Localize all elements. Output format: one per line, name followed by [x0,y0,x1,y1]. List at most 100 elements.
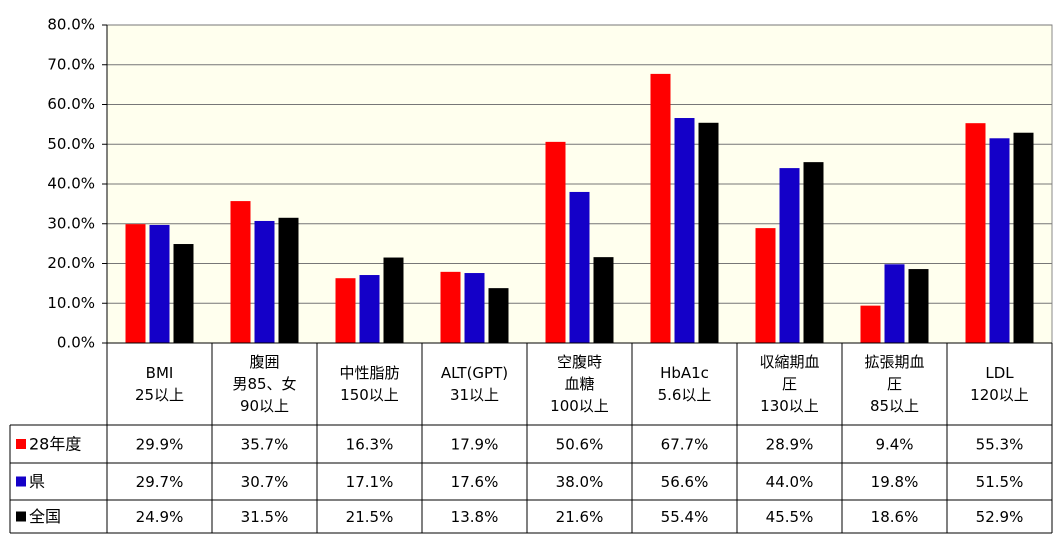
bar [230,201,251,343]
y-tick-label: 70.0% [47,55,95,73]
bar [278,217,299,343]
table-value: 50.6% [556,436,604,454]
table-value: 30.7% [241,473,289,491]
label-line: 血糖 [564,375,594,393]
bar [545,141,566,343]
label-line: 中性脂肪 [339,364,399,382]
label-line: 150以上 [340,386,399,404]
label-line: 腹囲 [249,353,279,371]
legend-swatch [16,439,26,449]
bar [335,278,356,343]
table-value: 17.9% [451,436,499,454]
y-tick-label: 40.0% [47,175,95,193]
label-line: 100以上 [550,397,609,415]
table-value: 28.9% [766,436,814,454]
x-tick-label: 拡張期血圧 85以上 [864,353,924,415]
legend-label: 28年度 [29,435,81,454]
x-tick-label: 空腹時血糖 100以上 [550,353,609,415]
table-value: 55.4% [661,508,709,526]
table-value: 29.9% [136,436,184,454]
label-line: 85以上 [870,397,919,415]
label-line: 90以上 [240,397,289,415]
table-value: 18.6% [871,508,919,526]
label-line: HbA1c [660,364,709,382]
x-tick-label: HbA1c 5.6以上 [658,364,712,404]
table-value: 21.6% [556,508,604,526]
x-tick-label: ALT(GPT) 31以上 [441,364,508,404]
bar [674,118,695,343]
label-line: LDL [985,364,1014,382]
label-line: 圧 [887,375,902,393]
table-value: 13.8% [451,508,499,526]
bar [488,288,509,343]
label-line: 5.6以上 [658,386,712,404]
bar [965,123,986,344]
bar [149,224,170,343]
bar [254,220,275,343]
bar [884,264,905,343]
bar [803,162,824,343]
label-line: 25以上 [135,386,184,404]
bar [125,224,146,343]
bar [569,191,590,343]
bar [908,269,929,343]
bar [593,257,614,343]
table-value: 21.5% [346,508,394,526]
label-line: 圧 [782,375,797,393]
label-line: 収縮期血 [759,353,819,371]
bar [359,275,380,343]
legend-swatch [16,511,26,522]
label-line: BMI [146,364,174,382]
y-tick-label: 80.0% [47,16,95,34]
label-line: 120以上 [970,386,1029,404]
bar [779,168,800,343]
table-value: 38.0% [556,473,604,491]
table-value: 67.7% [661,436,709,454]
table-value: 31.5% [241,508,289,526]
label-line: 空腹時 [557,353,602,371]
bar [989,138,1010,343]
table-value: 17.1% [346,473,394,491]
table-value: 19.8% [871,473,919,491]
bar [383,257,404,343]
table-value: 55.3% [976,436,1024,454]
bar [464,273,485,343]
table-value: 45.5% [766,508,814,526]
x-tick-label: LDL 120以上 [970,364,1029,404]
label-line: 男85、女 [232,375,296,393]
label-line: ALT(GPT) [441,364,508,382]
table-value: 56.6% [661,473,709,491]
bar [755,228,776,343]
y-tick-label: 0.0% [57,334,95,352]
x-tick-label: BMI 25以上 [135,364,184,404]
bar [1013,132,1034,343]
table-value: 44.0% [766,473,814,491]
legend-swatch [16,476,26,487]
label-line: 31以上 [450,386,499,404]
table-value: 17.6% [451,473,499,491]
bar [650,73,671,343]
table-value: 52.9% [976,508,1024,526]
bar [173,244,194,343]
label-line: 130以上 [760,397,819,415]
x-tick-label: 中性脂肪 150以上 [339,364,399,404]
bar [698,122,719,343]
y-tick-label: 10.0% [47,294,95,312]
table-value: 24.9% [136,508,184,526]
table-value: 29.7% [136,473,184,491]
x-tick-label: 腹囲男85、女 90以上 [232,353,296,415]
legend-label: 県 [29,472,45,491]
legend-label: 全国 [29,507,61,526]
table-value: 51.5% [976,473,1024,491]
y-tick-label: 30.0% [47,214,95,232]
label-line: 拡張期血 [864,353,924,371]
table-value: 35.7% [241,436,289,454]
bar [860,305,881,343]
table-value: 9.4% [875,436,913,454]
bar [440,271,461,343]
table-value: 16.3% [346,436,394,454]
y-tick-label: 50.0% [47,135,95,153]
y-tick-label: 20.0% [47,254,95,272]
y-tick-label: 60.0% [47,95,95,113]
